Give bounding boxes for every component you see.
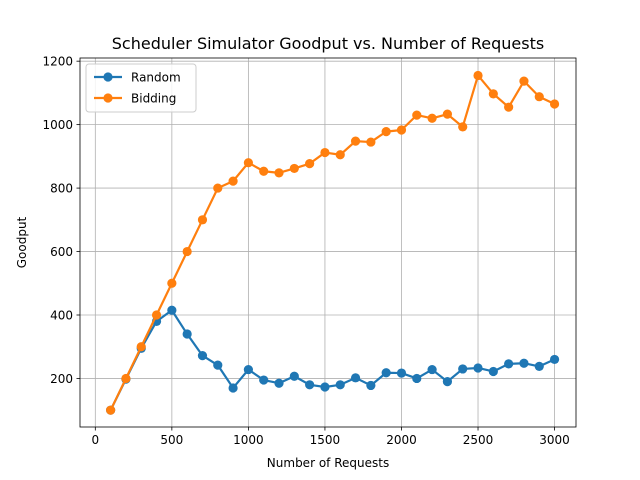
data-point: [289, 163, 299, 174]
x-tick-label: 500: [160, 433, 183, 447]
x-axis-label: Number of Requests: [267, 456, 389, 470]
y-tick-label: 200: [50, 372, 73, 386]
data-point: [182, 329, 192, 339]
data-point: [458, 364, 468, 374]
data-point: [350, 136, 361, 146]
data-point: [549, 354, 560, 365]
data-point: [167, 305, 177, 315]
data-point: [121, 373, 131, 384]
data-point: [519, 358, 529, 368]
legend-marker: [103, 72, 113, 82]
data-point: [243, 364, 253, 375]
data-point: [274, 168, 284, 178]
series-layer: [106, 70, 560, 415]
data-point: [289, 371, 299, 381]
y-tick-label: 800: [50, 182, 73, 196]
data-point: [136, 342, 146, 352]
data-point: [197, 215, 208, 225]
data-point: [366, 137, 376, 147]
data-point: [534, 92, 544, 102]
chart-title: Scheduler Simulator Goodput vs. Number o…: [112, 34, 544, 53]
data-point: [197, 351, 208, 361]
data-point: [305, 380, 315, 390]
legend-marker: [103, 93, 113, 103]
x-tick-label: 1500: [310, 433, 341, 447]
data-point: [504, 359, 514, 369]
data-point: [427, 364, 437, 375]
legend-item-random: Random: [94, 71, 181, 85]
x-tick-label: 3000: [539, 433, 570, 447]
data-point: [350, 373, 361, 383]
legend-label: Random: [131, 71, 181, 85]
series-random: [106, 305, 560, 415]
x-tick-label: 1000: [233, 433, 264, 447]
data-point: [519, 76, 529, 86]
data-point: [320, 382, 330, 392]
data-point: [427, 113, 437, 123]
data-point: [396, 368, 407, 378]
data-point: [305, 159, 315, 169]
data-point: [488, 366, 498, 377]
data-point: [549, 99, 560, 109]
data-point: [320, 147, 330, 158]
data-point: [213, 360, 223, 370]
data-point: [412, 373, 422, 384]
y-axis-label: Goodput: [15, 216, 29, 268]
data-point: [442, 377, 453, 387]
data-point: [259, 166, 269, 176]
series-bidding: [106, 70, 560, 415]
data-point: [228, 383, 238, 393]
tick-layer: 0 500 1000 1500 2000 2500 3000 200 400 600 800 1000…: [42, 55, 569, 447]
data-point: [259, 375, 269, 385]
x-tick-label: 0: [91, 433, 99, 447]
data-point: [106, 405, 116, 415]
data-point: [458, 122, 468, 132]
legend-label: Bidding: [131, 92, 176, 106]
data-point: [335, 150, 345, 160]
legend-item-bidding: Bidding: [94, 92, 176, 106]
data-point: [442, 109, 453, 119]
data-point: [151, 310, 162, 320]
data-point: [182, 246, 192, 257]
y-tick-label: 1200: [42, 55, 73, 69]
data-point: [381, 127, 391, 137]
x-tick-label: 2500: [463, 433, 494, 447]
data-point: [473, 70, 483, 81]
y-tick-label: 400: [50, 308, 73, 322]
data-point: [504, 102, 514, 112]
data-point: [167, 278, 177, 288]
data-point: [366, 380, 376, 391]
data-point: [381, 368, 391, 378]
data-point: [274, 378, 284, 388]
y-tick-label: 600: [50, 245, 73, 259]
plot-frame: [79, 57, 577, 428]
data-point: [412, 110, 422, 120]
data-point: [228, 176, 238, 186]
y-tick-label: 1000: [42, 118, 73, 132]
data-point: [243, 158, 253, 168]
data-point: [488, 89, 498, 99]
data-point: [534, 361, 544, 371]
grid-layer: [80, 58, 576, 427]
data-point: [335, 380, 345, 390]
data-point: [213, 183, 223, 193]
data-point: [396, 125, 407, 135]
x-tick-label: 2000: [386, 433, 417, 447]
legend: Random Bidding: [85, 63, 197, 113]
data-point: [473, 363, 483, 373]
